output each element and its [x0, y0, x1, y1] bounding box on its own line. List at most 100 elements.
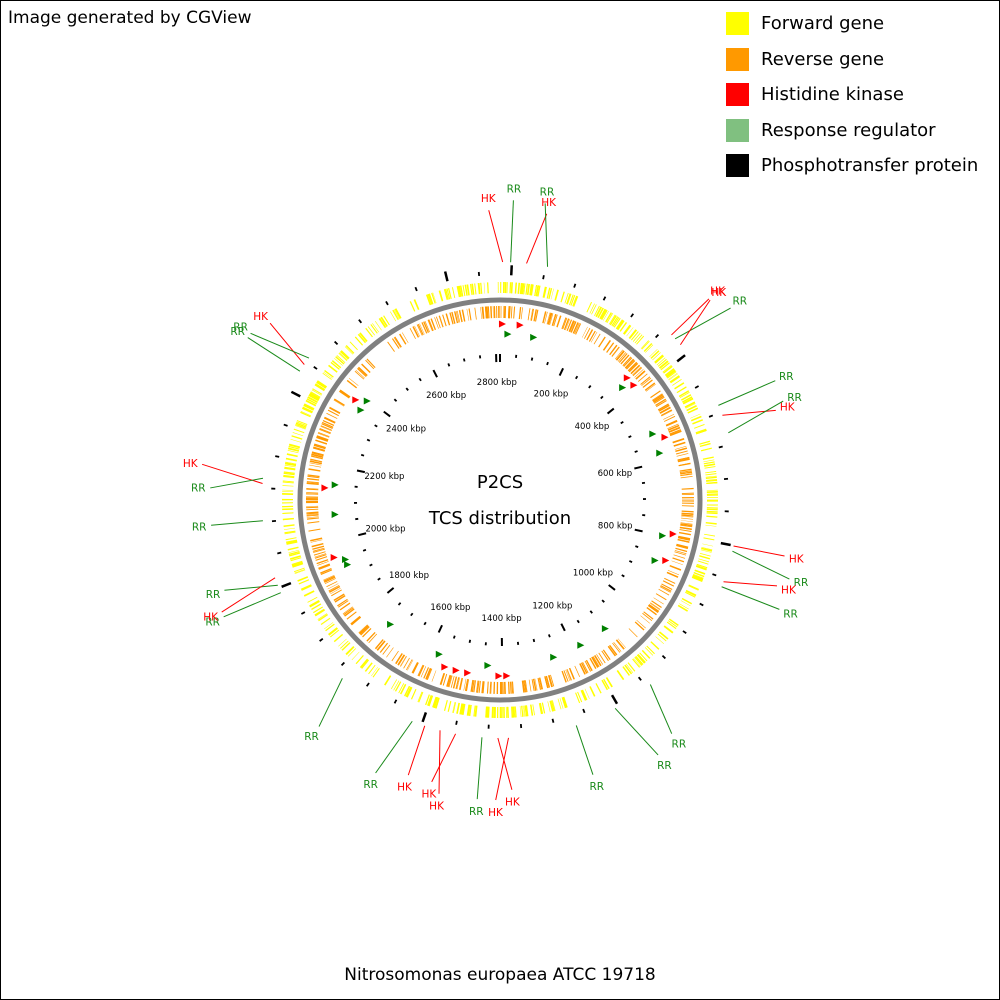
- reverse-gene: [406, 659, 413, 671]
- forward-gene: [469, 704, 472, 716]
- reverse-gene: [387, 341, 395, 352]
- forward-gene: [311, 603, 322, 611]
- reverse-gene: [539, 677, 544, 690]
- reverse-gene: [679, 526, 692, 531]
- forward-gene: [317, 613, 328, 620]
- reverse-gene: [533, 309, 537, 322]
- forward-gene: [282, 498, 294, 501]
- reverse-gene: [348, 377, 359, 386]
- feature-callout-line: [718, 380, 776, 406]
- reverse-gene: [659, 586, 671, 593]
- reverse-gene: [318, 432, 330, 437]
- forward-gene: [569, 294, 574, 306]
- reverse-gene: [358, 624, 368, 634]
- forward-gene: [302, 406, 313, 413]
- response-regulator-label: RR: [469, 806, 484, 818]
- reverse-gene: [655, 593, 667, 601]
- forward-gene: [520, 283, 524, 295]
- forward-gene: [706, 510, 718, 513]
- response-regulator-label: RR: [787, 392, 802, 404]
- reverse-gene: [650, 390, 661, 399]
- reverse-gene: [493, 306, 496, 319]
- forward-gene: [349, 341, 358, 351]
- forward-gene: [654, 355, 664, 364]
- reverse-gene: [324, 578, 336, 584]
- reverse-gene: [306, 493, 319, 495]
- reverse-gene: [581, 326, 588, 338]
- forward-gene: [301, 585, 312, 591]
- reverse-gene: [630, 364, 640, 374]
- reverse-gene: [680, 473, 693, 477]
- reverse-gene: [681, 493, 694, 496]
- reverse-gene: [311, 455, 323, 459]
- reverse-gene: [620, 354, 630, 365]
- reverse-gene: [667, 423, 679, 429]
- reverse-gene: [680, 473, 693, 476]
- histidine-kinase-marker: [464, 669, 472, 677]
- forward-gene: [389, 311, 397, 322]
- reverse-gene: [323, 574, 335, 581]
- histidine-kinase-marker: [669, 530, 677, 538]
- reverse-gene: [609, 344, 618, 356]
- forward-gene: [303, 403, 315, 410]
- reverse-gene: [676, 543, 689, 548]
- forward-gene: [702, 543, 714, 547]
- reverse-gene: [329, 406, 341, 414]
- feature-callout-line: [526, 213, 548, 264]
- reverse-gene: [563, 670, 569, 682]
- forward-gene: [315, 383, 326, 391]
- feature-callout-line: [221, 577, 276, 613]
- reverse-gene: [319, 429, 331, 435]
- reverse-gene: [376, 640, 386, 651]
- reverse-gene: [552, 314, 557, 326]
- forward-gene: [519, 705, 522, 718]
- forward-gene: [698, 558, 710, 563]
- reverse-gene: [496, 306, 498, 319]
- forward-gene: [703, 461, 715, 465]
- reverse-gene: [450, 676, 455, 688]
- forward-gene: [705, 521, 717, 525]
- ruler-tick-label: 2200 kbp: [364, 472, 404, 482]
- reverse-gene: [319, 428, 331, 434]
- legend-swatch-reverse-gene: [726, 47, 749, 71]
- forward-gene: [289, 552, 301, 557]
- reverse-gene: [521, 680, 525, 693]
- reverse-gene: [569, 668, 575, 680]
- forward-gene: [694, 424, 705, 429]
- feature-callout-line: [649, 684, 673, 734]
- forward-gene: [316, 381, 327, 388]
- outer-tick-mark: [676, 354, 686, 363]
- tcs-markers: [321, 320, 677, 680]
- reverse-gene: [468, 308, 472, 321]
- histidine-kinase-marker: [630, 381, 638, 389]
- reverse-gene: [681, 502, 694, 504]
- ruler-tick: [606, 407, 615, 415]
- reverse-gene: [553, 314, 558, 327]
- reverse-gene: [640, 376, 651, 385]
- forward-gene: [522, 705, 525, 717]
- reverse-gene: [306, 488, 319, 491]
- outer-tick-mark: [290, 390, 301, 398]
- reverse-gene: [316, 435, 329, 440]
- ruler-tick: [621, 574, 625, 578]
- reverse-gene: [476, 680, 479, 693]
- forward-gene: [406, 686, 413, 698]
- reverse-gene: [574, 322, 580, 335]
- forward-gene: [696, 565, 707, 570]
- reverse-gene: [418, 664, 425, 677]
- forward-gene: [425, 694, 430, 706]
- forward-gene: [699, 555, 711, 560]
- ruler-tick: [362, 548, 367, 552]
- outer-tick-mark: [365, 682, 370, 687]
- reverse-gene: [556, 315, 562, 328]
- feature-callout-line: [671, 298, 710, 336]
- kbp-ruler: 200 kbp 400 kbp 600 kbp 800 kbp 1000 kbp 1200…: [354, 354, 647, 647]
- legend-swatch-forward-gene: [726, 12, 749, 36]
- response-regulator-marker: [357, 406, 365, 414]
- forward-gene: [626, 327, 634, 337]
- reverse-gene: [607, 646, 616, 657]
- forward-gene: [706, 478, 718, 481]
- reverse-gene: [680, 523, 693, 527]
- forward-gene: [344, 346, 354, 355]
- histidine-kinase-marker: [330, 554, 338, 562]
